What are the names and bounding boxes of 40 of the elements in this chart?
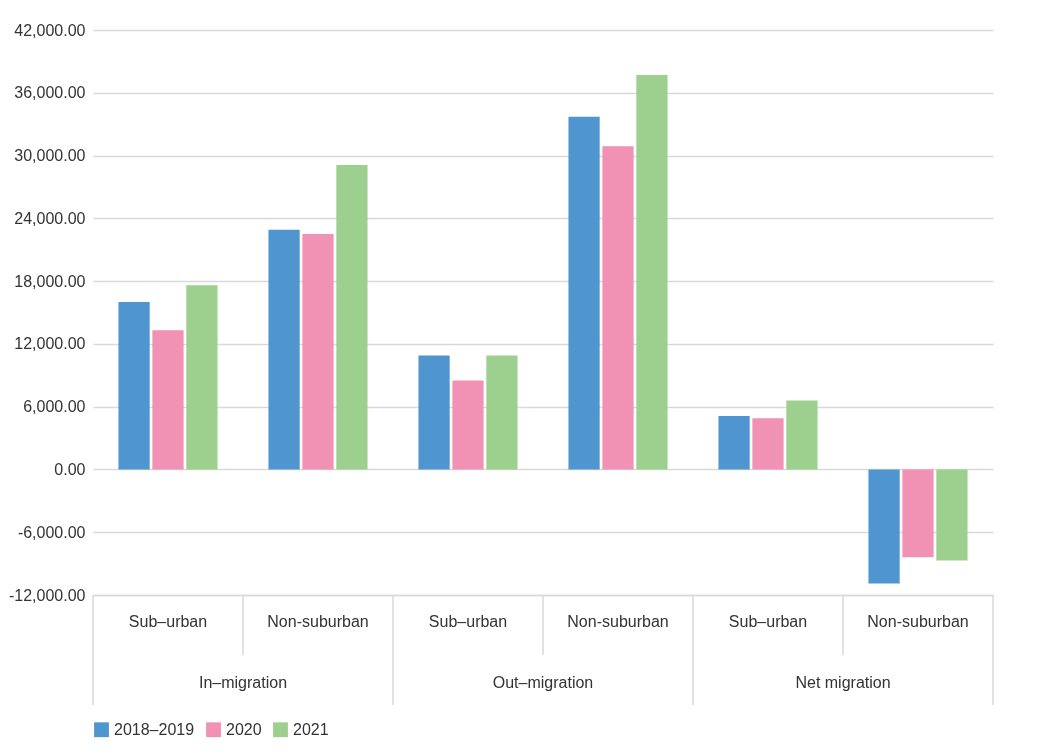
bar (186, 285, 218, 470)
text: In–migration (198, 674, 288, 691)
bar (418, 355, 450, 470)
bar (268, 229, 300, 470)
legend-label: 2018–2019 (114, 720, 195, 738)
x-tick-label: Non-suburban (867, 612, 969, 630)
y-tick-label: 6,000.00 (23, 398, 86, 416)
x-tick-label: Non-suburban (567, 612, 669, 630)
y-tick-label: -12,000.00 (8, 586, 86, 604)
bar (902, 469, 934, 558)
y-tick-label: 12,000.00 (14, 335, 86, 353)
x-tick-label: Sub–urban (428, 612, 508, 630)
bar (302, 234, 334, 470)
bar (152, 330, 184, 470)
y-tick-label: 36,000.00 (14, 84, 86, 102)
bar (786, 400, 818, 470)
x-tick-label: Sub–urban (728, 612, 808, 630)
y-tick-label: -6,000.00 (17, 523, 86, 541)
bar (118, 302, 150, 470)
x-tick-label: Non-suburban (267, 612, 369, 630)
legend-label: 2020 (226, 720, 262, 738)
bar (752, 418, 784, 470)
bar (452, 380, 484, 470)
bar (936, 469, 968, 561)
text: Out–migration (492, 674, 594, 691)
bar (486, 355, 518, 470)
y-tick-label: 30,000.00 (14, 147, 86, 165)
bar (336, 164, 368, 470)
text: Net migration (795, 674, 891, 691)
x-tick-label: Sub–urban (128, 612, 208, 630)
bar (636, 74, 668, 470)
y-tick-label: 24,000.00 (14, 209, 86, 227)
legend-label: 2021 (293, 720, 329, 738)
bar (568, 116, 600, 470)
y-tick-label: 42,000.00 (14, 21, 86, 39)
bar (868, 469, 900, 584)
bar (718, 416, 750, 470)
bar (602, 146, 634, 470)
y-tick-label: 0.00 (54, 460, 86, 478)
y-tick-label: 18,000.00 (14, 272, 86, 290)
